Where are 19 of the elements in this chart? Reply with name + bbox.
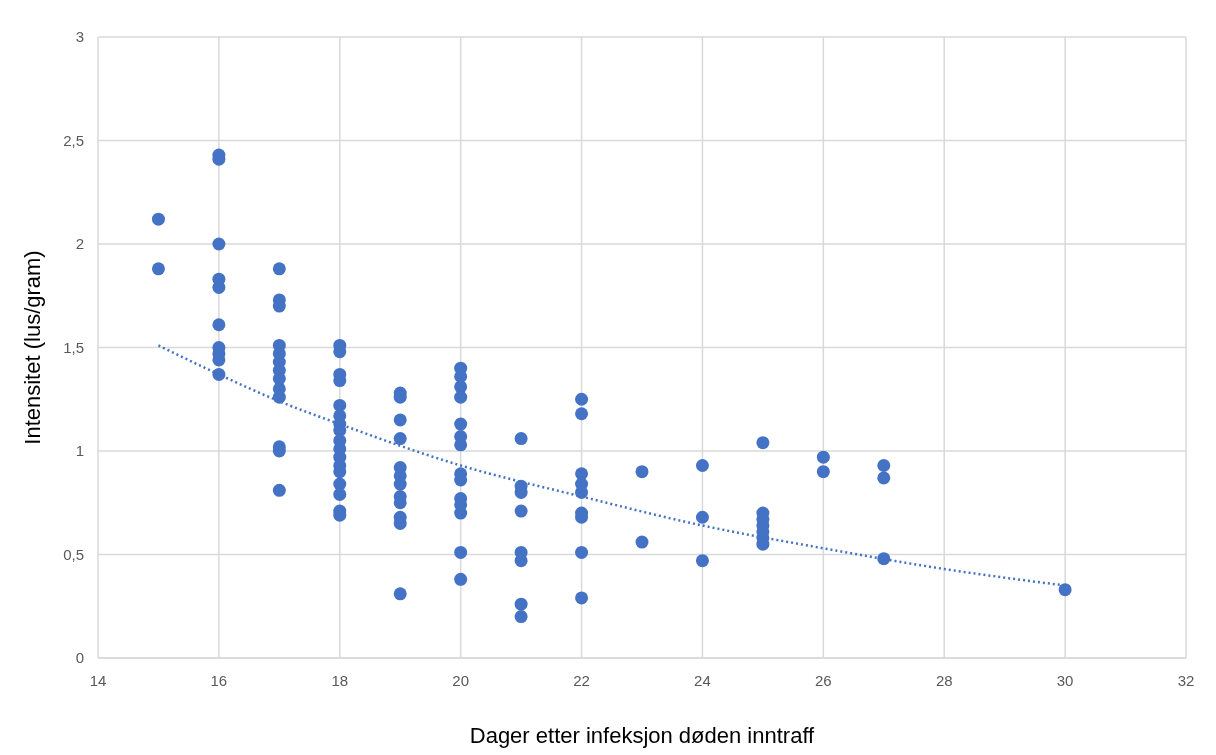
y-tick-label: 2 <box>75 235 84 252</box>
y-tick-label: 3 <box>75 28 84 45</box>
x-tick-label: 30 <box>1056 672 1074 689</box>
y-tick-label: 1 <box>75 442 84 459</box>
y-tick-label: 0 <box>75 649 84 666</box>
x-tick-label: 20 <box>452 672 470 689</box>
y-tick-label: 0,5 <box>63 545 84 563</box>
x-axis-title: Dager etter infeksjon døden inntraff <box>469 723 816 748</box>
y-axis-title: Intensitet (lus/gram) <box>20 250 45 445</box>
x-tick-label: 18 <box>331 672 349 689</box>
x-tick-label: 32 <box>1177 672 1195 689</box>
y-tick-label: 2,5 <box>63 131 84 149</box>
x-tick-label: 24 <box>694 672 711 689</box>
x-tick-label: 16 <box>210 672 228 689</box>
x-tick-label: 28 <box>935 672 953 689</box>
x-tick-label: 22 <box>573 672 590 689</box>
x-tick-label: 26 <box>814 672 832 689</box>
y-tick-label: 1,5 <box>63 338 84 356</box>
x-tick-label: 14 <box>89 672 107 689</box>
